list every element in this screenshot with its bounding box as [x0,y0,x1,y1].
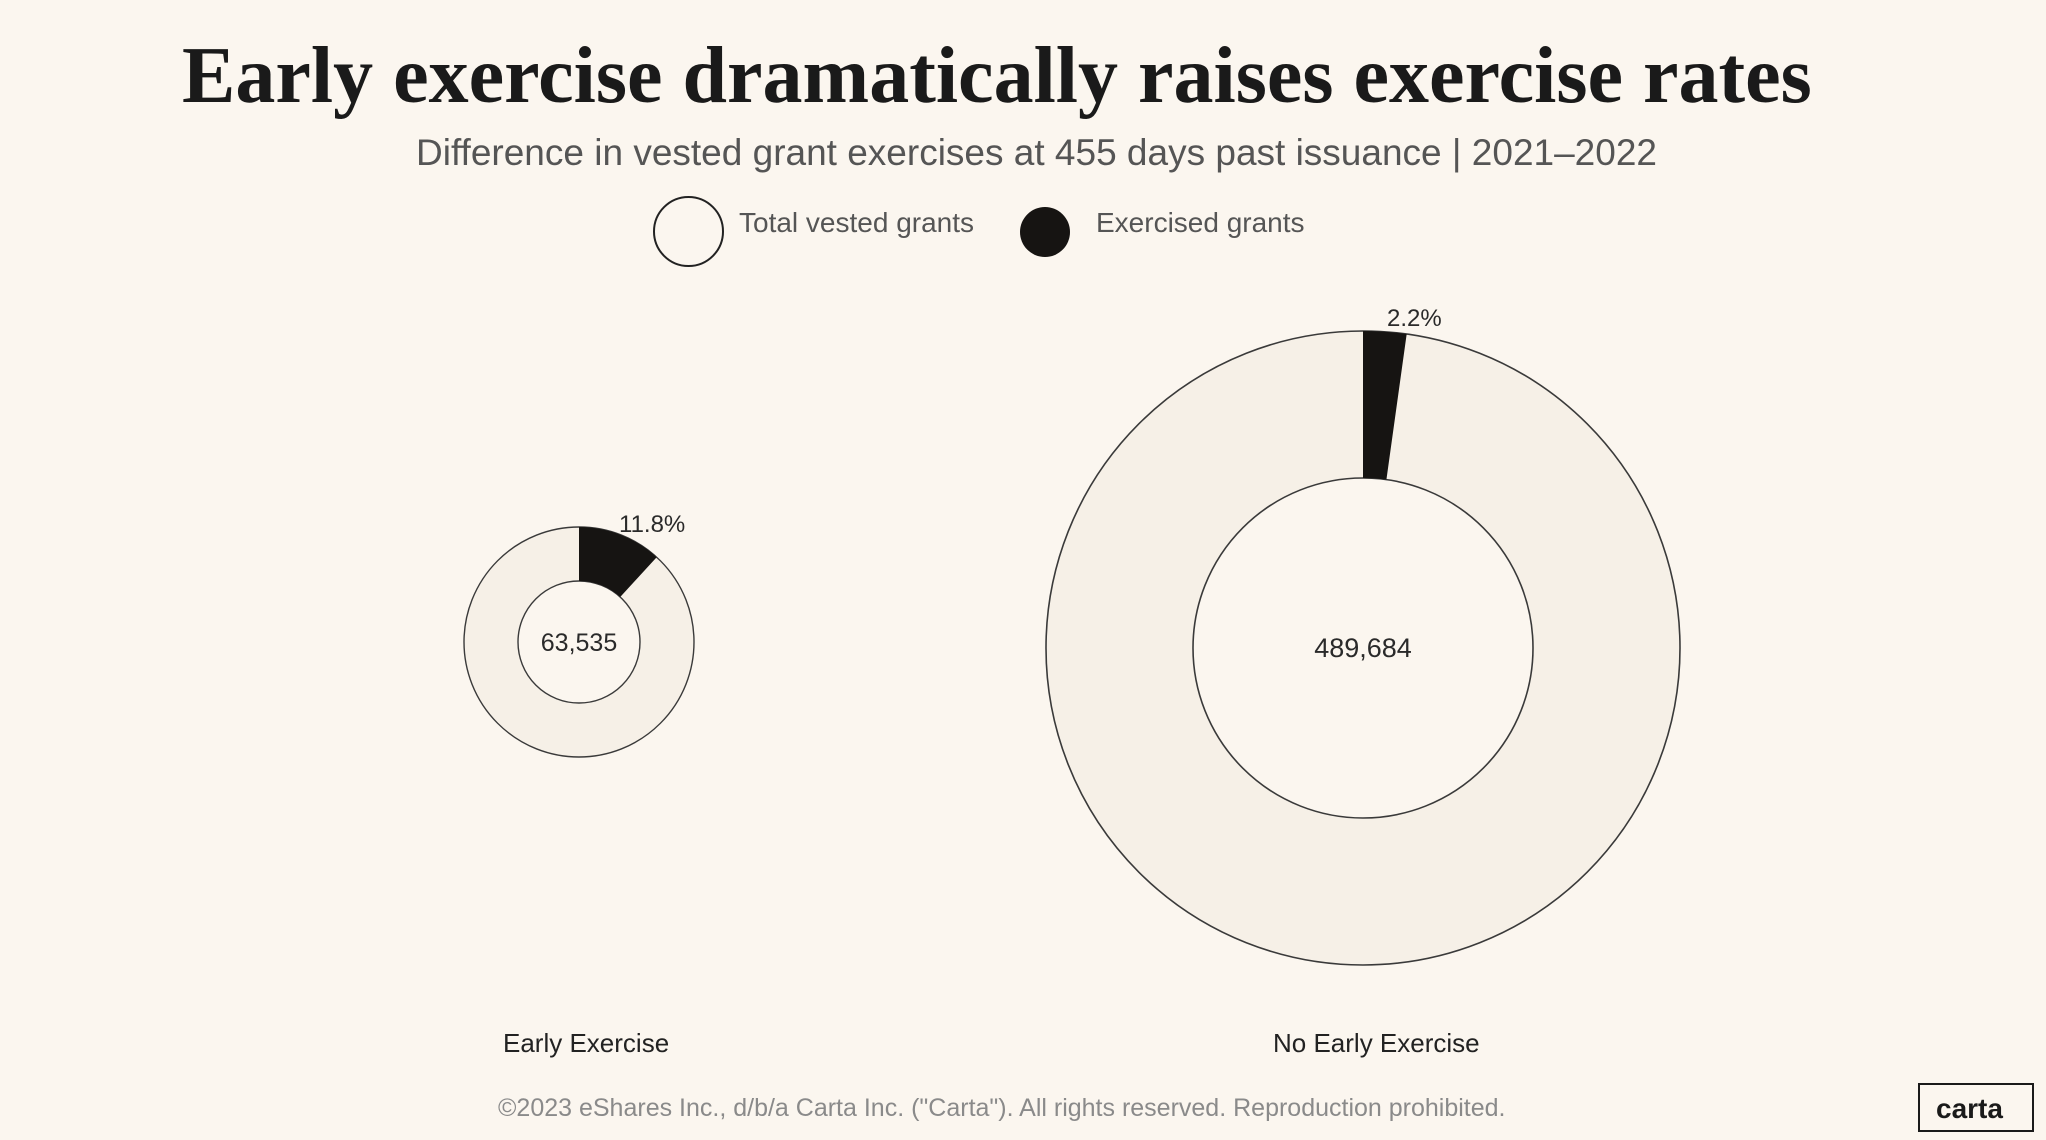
svg-text:489,684: 489,684 [1314,633,1412,663]
svg-text:63,535: 63,535 [541,629,617,657]
